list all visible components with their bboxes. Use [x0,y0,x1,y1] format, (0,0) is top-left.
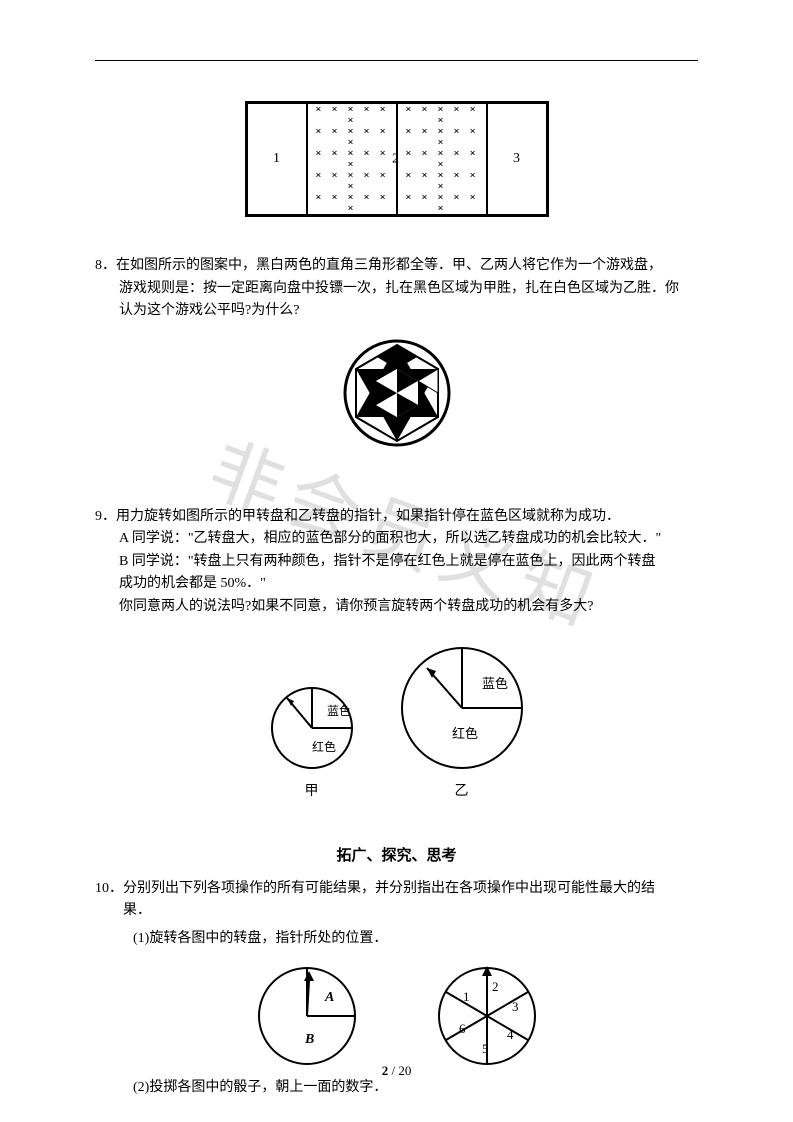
problem-8-text3: 认为这个游戏公平吗?为什么? [95,300,698,322]
problem-9-text1: 用力旋转如图所示的甲转盘和乙转盘的指针，如果指针停在蓝色区域就称为成功． [116,509,620,524]
x-row: × × × × × × [398,192,486,214]
problem-10-sub2: (2)投掷各图中的骰子，朝上一面的数字． [95,1077,698,1099]
problem-8-text1: 在如图所示的图案中，黑白两色的直角三角形都全等．甲、乙两人将它作为一个游戏盘， [116,258,662,273]
label-blue-jia: 蓝色 [327,704,351,718]
problem-10-text2: 果． [95,900,698,922]
hexagram-disc [342,338,452,448]
figure-10-1: A B 1 2 3 4 5 6 [95,961,698,1071]
x-row: × × × × × × [398,170,486,192]
page-content: 1 × × × × × × × × × × × × × × × × × × × … [95,60,698,1099]
svg-text:2: 2 [492,979,499,994]
fig7-cell-2-right: × × × × × × × × × × × × × × × × × × × × … [397,103,487,215]
x-row: × × × × × × [308,148,396,170]
label-red-yi: 红色 [452,726,478,741]
x-row: × × × × × × [398,126,486,148]
fig7-mid-label: 2 [392,151,399,166]
problem-9-num: 9． [95,509,116,524]
x-row: × × × × × × [308,170,396,192]
label-blue-yi: 蓝色 [482,676,508,691]
x-row: × × × × × × [308,126,396,148]
label-red-jia: 红色 [312,739,336,754]
svg-text:A: A [324,990,334,1005]
problem-8: 8．在如图所示的图案中，黑白两色的直角三角形都全等．甲、乙两人将它作为一个游戏盘… [95,255,698,322]
spinner-6sector: 1 2 3 4 5 6 [427,961,547,1071]
label-jia: 甲 [262,781,362,803]
figure-7: 1 × × × × × × × × × × × × × × × × × × × … [95,101,698,225]
spinner-ab: A B [247,961,367,1071]
svg-text:B: B [304,1032,314,1047]
problem-9-text3: B 同学说："转盘上只有两种颜色，指针不是停在红色上就是停在蓝色上，因此两个转盘 [95,551,698,573]
x-row: × × × × × × [398,104,486,126]
x-row: × × × × × × [308,192,396,214]
problem-8-num: 8． [95,258,116,273]
fig7-cell-1: 1 [247,103,307,215]
figure-9: 蓝色 红色 甲 蓝色 红色 乙 [95,633,698,804]
fig7-cell-3: 3 [487,103,547,215]
fig7-cell-2-left: × × × × × × × × × × × × × × × × × × × × … [307,103,397,215]
header-rule [95,60,698,61]
problem-9-text4: 成功的机会都是 50%．" [95,573,698,595]
svg-text:3: 3 [512,999,519,1014]
problem-9-text5: 你同意两人的说法吗?如果不同意，请你预言旋转两个转盘成功的机会有多大? [95,596,698,618]
svg-text:1: 1 [463,989,470,1004]
spinner-jia: 蓝色 红色 甲 [262,673,362,804]
x-row: × × × × × × [398,148,486,170]
problem-10-text1: 分别列出下列各项操作的所有可能结果，并分别指出在各项操作中出现可能性最大的结 [123,881,655,896]
label-yi: 乙 [392,781,532,803]
svg-text:5: 5 [482,1041,489,1056]
svg-text:4: 4 [507,1027,514,1042]
problem-9-text2: A 同学说："乙转盘大，相应的蓝色部分的面积也大，所以选乙转盘成功的机会比较大．… [95,528,698,550]
figure-8 [95,338,698,456]
problem-10-num: 10． [95,881,123,896]
problem-8-text2: 游戏规则是：按一定距离向盘中投镖一次，扎在黑色区域为甲胜，扎在白色区域为乙胜．你 [95,278,698,300]
section-title: 拓广、探究、思考 [95,844,698,868]
svg-text:6: 6 [459,1021,466,1036]
problem-9: 9．用力旋转如图所示的甲转盘和乙转盘的指针，如果指针停在蓝色区域就称为成功． A… [95,506,698,618]
spinner-yi: 蓝色 红色 乙 [392,633,532,804]
x-row: × × × × × × [308,104,396,126]
problem-10: 10．分别列出下列各项操作的所有可能结果，并分别指出在各项操作中出现可能性最大的… [95,878,698,951]
problem-10-sub1: (1)旋转各图中的转盘，指针所处的位置． [95,928,698,950]
